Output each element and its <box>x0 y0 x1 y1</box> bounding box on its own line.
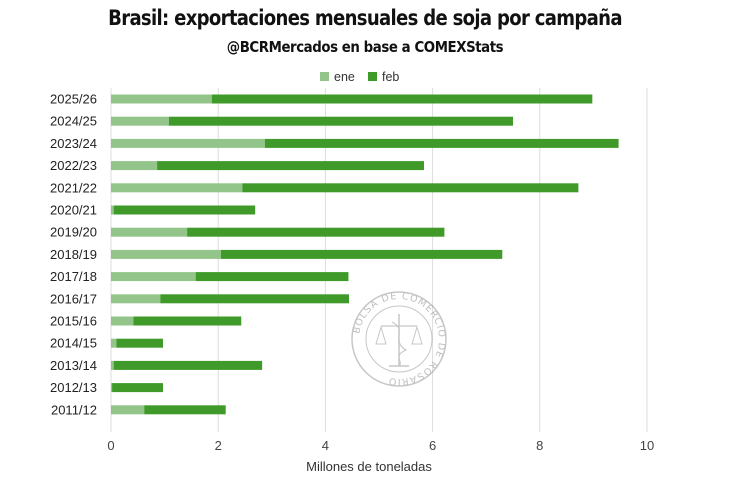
bar-feb-2021-22 <box>242 183 579 193</box>
legend-swatch-feb <box>368 72 377 81</box>
x-tick-label: 8 <box>536 438 543 453</box>
bar-ene-2019-20 <box>111 227 188 237</box>
legend: ene feb <box>320 70 399 84</box>
bars <box>111 94 619 415</box>
bar-feb-2018-19 <box>220 249 503 259</box>
bar-ene-2022-23 <box>111 161 158 171</box>
bar-ene-2015-16 <box>111 316 134 326</box>
legend-label-feb: feb <box>382 70 399 84</box>
bar-ene-2011-12 <box>111 405 145 415</box>
bar-feb-2015-16 <box>133 316 242 326</box>
bar-ene-2024-25 <box>111 116 169 126</box>
chart-title: Brasil: exportaciones mensuales de soja … <box>108 6 622 30</box>
x-tick-label: 0 <box>107 438 114 453</box>
bar-feb-2012-13 <box>112 383 163 393</box>
category-label: 2022/23 <box>50 158 97 173</box>
category-label: 2023/24 <box>50 136 97 151</box>
bar-ene-2012-13 <box>111 383 113 393</box>
bar-ene-2013-14 <box>111 360 114 370</box>
category-labels: 2025/26 2024/25 2023/24 2022/23 2021/22 2020/… <box>50 92 97 418</box>
x-tick-label: 10 <box>640 438 654 453</box>
bar-ene-2025-26 <box>111 94 212 104</box>
category-label: 2018/19 <box>50 247 97 262</box>
category-label: 2017/18 <box>50 269 97 284</box>
x-tick-label: 4 <box>322 438 329 453</box>
bar-feb-2023-24 <box>264 138 619 148</box>
category-label: 2020/21 <box>50 203 97 218</box>
category-label: 2013/14 <box>50 358 97 373</box>
category-label: 2012/13 <box>50 380 97 395</box>
x-tick-label: 6 <box>429 438 436 453</box>
bar-ene-2016-17 <box>111 294 161 304</box>
x-tick-label: 2 <box>215 438 222 453</box>
legend-swatch-ene <box>320 72 329 81</box>
bar-feb-2024-25 <box>168 116 513 126</box>
x-axis-label: Millones de toneladas <box>306 459 432 474</box>
bar-ene-2021-22 <box>111 183 243 193</box>
category-label: 2011/12 <box>51 402 97 417</box>
category-label: 2025/26 <box>50 92 97 107</box>
bar-feb-2020-21 <box>113 205 256 215</box>
bar-ene-2018-19 <box>111 249 221 259</box>
bar-feb-2017-18 <box>195 272 349 282</box>
bar-ene-2023-24 <box>111 138 265 148</box>
bar-feb-2013-14 <box>113 360 263 370</box>
bar-feb-2019-20 <box>187 227 445 237</box>
x-tick-labels: 0 2 4 6 8 10 <box>107 438 654 453</box>
bar-ene-2017-18 <box>111 272 196 282</box>
category-label: 2016/17 <box>50 291 97 306</box>
category-label: 2019/20 <box>50 225 97 240</box>
legend-label-ene: ene <box>334 70 355 84</box>
bar-feb-2014-15 <box>116 338 163 348</box>
category-label: 2024/25 <box>50 114 97 129</box>
bar-feb-2022-23 <box>157 161 425 171</box>
category-label: 2021/22 <box>50 180 97 195</box>
bar-ene-2020-21 <box>111 205 114 215</box>
chart-subtitle: @BCRMercados en base a COMEXStats <box>226 38 504 56</box>
bar-feb-2025-26 <box>211 94 593 104</box>
bar-feb-2011-12 <box>144 405 226 415</box>
category-label: 2015/16 <box>50 314 97 329</box>
category-label: 2014/15 <box>50 336 97 351</box>
bar-ene-2014-15 <box>111 338 117 348</box>
bar-feb-2016-17 <box>160 294 349 304</box>
